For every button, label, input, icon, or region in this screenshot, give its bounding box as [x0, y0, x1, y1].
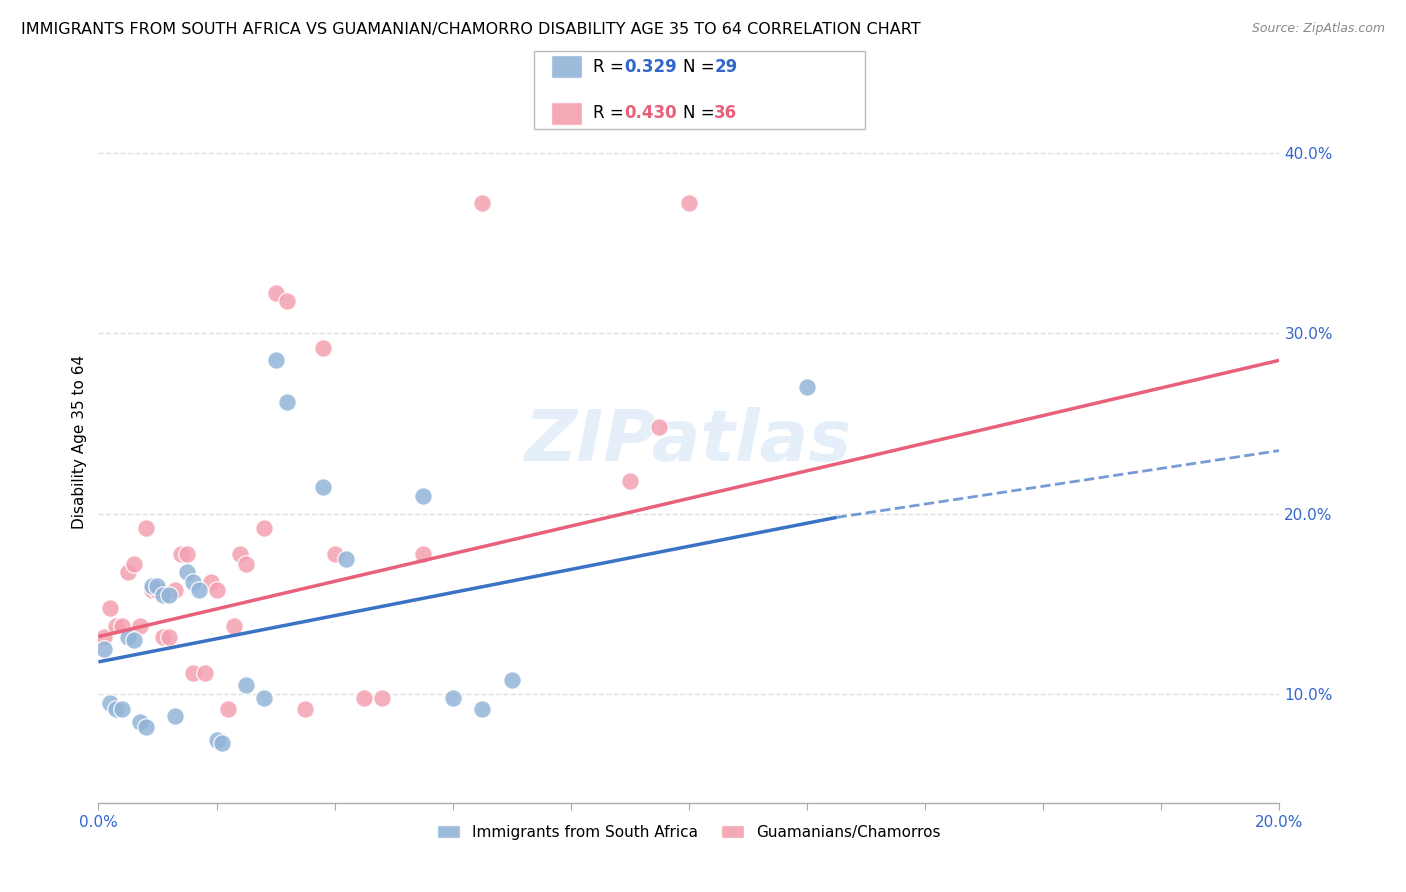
Point — [117, 565, 139, 579]
Point — [194, 665, 217, 680]
Text: R =: R = — [593, 58, 630, 76]
Point — [111, 702, 134, 716]
Point — [217, 702, 239, 716]
Text: 36: 36 — [714, 104, 737, 122]
Point — [264, 353, 287, 368]
Point — [157, 630, 180, 644]
Point — [205, 732, 228, 747]
Point — [200, 575, 222, 590]
Point — [165, 582, 187, 597]
Text: Source: ZipAtlas.com: Source: ZipAtlas.com — [1251, 22, 1385, 36]
Text: 0.430: 0.430 — [624, 104, 676, 122]
Point — [146, 579, 169, 593]
Point — [205, 582, 228, 597]
Point — [323, 547, 346, 561]
Point — [105, 619, 128, 633]
Point — [253, 691, 276, 706]
Point — [152, 630, 174, 644]
Point — [211, 736, 233, 750]
Point — [141, 582, 163, 597]
Point — [135, 521, 157, 535]
Text: 29: 29 — [714, 58, 738, 76]
Point — [93, 642, 115, 657]
Text: N =: N = — [683, 104, 720, 122]
Point — [224, 619, 246, 633]
Point — [796, 380, 818, 394]
Point — [501, 673, 523, 687]
Point — [648, 420, 671, 434]
Point — [264, 286, 287, 301]
Point — [353, 691, 375, 706]
Point — [181, 665, 204, 680]
Text: N =: N = — [683, 58, 720, 76]
Point — [678, 196, 700, 211]
Y-axis label: Disability Age 35 to 64: Disability Age 35 to 64 — [72, 354, 87, 529]
Point — [471, 196, 494, 211]
Point — [157, 588, 180, 602]
Point — [335, 552, 357, 566]
Text: IMMIGRANTS FROM SOUTH AFRICA VS GUAMANIAN/CHAMORRO DISABILITY AGE 35 TO 64 CORRE: IMMIGRANTS FROM SOUTH AFRICA VS GUAMANIA… — [21, 22, 921, 37]
Point — [181, 575, 204, 590]
Point — [165, 709, 187, 723]
Point — [98, 697, 121, 711]
Point — [187, 582, 209, 597]
Point — [276, 293, 298, 308]
Point — [141, 579, 163, 593]
Point — [294, 702, 316, 716]
Point — [312, 341, 335, 355]
Point — [117, 630, 139, 644]
Point — [253, 521, 276, 535]
Point — [412, 489, 434, 503]
Point — [135, 720, 157, 734]
Point — [111, 619, 134, 633]
Point — [441, 691, 464, 706]
Point — [619, 475, 641, 489]
Point — [235, 558, 257, 572]
Point — [471, 702, 494, 716]
Point — [170, 547, 193, 561]
Point — [312, 480, 335, 494]
Point — [128, 619, 150, 633]
Point — [105, 702, 128, 716]
Point — [276, 394, 298, 409]
Text: ZIPatlas: ZIPatlas — [526, 407, 852, 476]
Point — [371, 691, 394, 706]
Point — [152, 588, 174, 602]
Point — [176, 547, 198, 561]
Point — [229, 547, 252, 561]
Point — [146, 582, 169, 597]
Text: R =: R = — [593, 104, 630, 122]
Point — [122, 558, 145, 572]
Point — [235, 678, 257, 692]
Point — [122, 633, 145, 648]
Point — [412, 547, 434, 561]
Text: 0.329: 0.329 — [624, 58, 678, 76]
Point — [93, 630, 115, 644]
Point — [128, 714, 150, 729]
Legend: Immigrants from South Africa, Guamanians/Chamorros: Immigrants from South Africa, Guamanians… — [432, 819, 946, 846]
Point — [176, 565, 198, 579]
Point — [98, 600, 121, 615]
